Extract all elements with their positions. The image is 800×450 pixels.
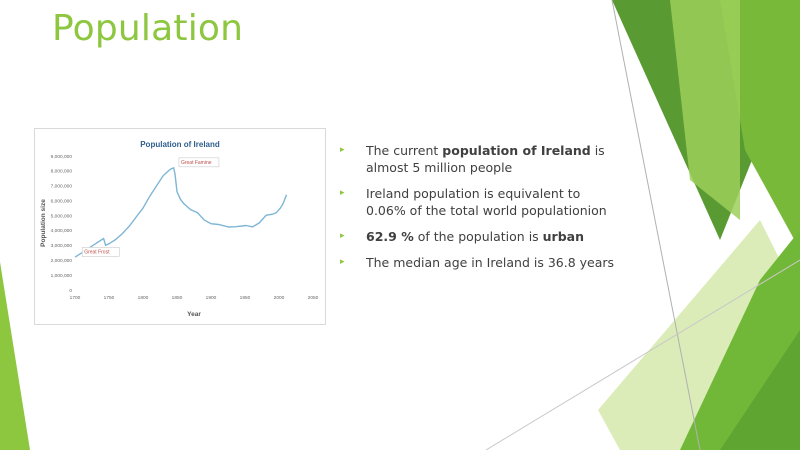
bullet-item: ▸ 62.9 % of the population is urban <box>340 228 620 245</box>
bullet-item: ▸ The median age in Ireland is 36.8 years <box>340 254 620 271</box>
x-tick-label: 2050 <box>308 295 319 301</box>
population-chart: Population of Ireland Population size Ye… <box>34 128 326 325</box>
annotation-label: Great Frost <box>84 250 110 256</box>
x-tick-label: 1800 <box>138 295 149 301</box>
bullet-text: Ireland population is equivalent to 0.06… <box>366 186 607 218</box>
chart-title: Population of Ireland <box>140 140 220 149</box>
bullet-text: is almost 5 million people <box>366 143 605 175</box>
bullet-text-bold: population of Ireland <box>442 143 591 158</box>
x-tick-label: 1750 <box>104 295 115 301</box>
y-axis-ticks: 0 1,000,000 2,000,000 3,000,000 4,000,000 5,0… <box>51 154 73 294</box>
y-tick-label: 2,000,000 <box>51 258 73 264</box>
bullet-item: ▸ Ireland population is equivalent to 0.0… <box>340 185 620 219</box>
x-tick-label: 2000 <box>274 295 285 301</box>
annotation-box <box>178 157 220 168</box>
bullet-text: The median age in Ireland is 36.8 years <box>366 255 615 270</box>
right-mid-green-panel <box>720 330 800 450</box>
bullet-text-bold: 62.9 % <box>366 229 414 244</box>
bullet-text: of the population is <box>413 229 543 244</box>
annotation-label: Great Famine <box>181 160 212 166</box>
y-tick-label: 6,000,000 <box>51 198 73 204</box>
annotation-callout: Great Famine <box>178 157 220 168</box>
x-tick-label: 1850 <box>172 295 183 301</box>
chart-svg: Population of Ireland Population size Ye… <box>40 140 319 318</box>
y-tick-label: 5,000,000 <box>51 213 73 219</box>
x-tick-label: 1950 <box>240 295 251 301</box>
x-tick-label: 1700 <box>70 295 81 301</box>
chart-y-axis-label: Population size <box>40 199 47 247</box>
annotation-callout: Great Frost <box>81 247 120 257</box>
chart-x-axis-label: Year <box>187 311 201 318</box>
y-tick-label: 4,000,000 <box>51 228 73 234</box>
bullet-arrow-icon: ▸ <box>340 145 345 155</box>
y-tick-label: 1,000,000 <box>51 273 73 279</box>
bullet-arrow-icon: ▸ <box>340 231 345 241</box>
bullet-text: The current <box>366 143 443 158</box>
population-series-line <box>74 166 288 258</box>
left-green-sliver <box>0 262 30 450</box>
annotation-box <box>81 247 120 257</box>
y-tick-label: 3,000,000 <box>51 243 73 249</box>
y-tick-label: 8,000,000 <box>51 169 73 175</box>
bullet-list: ▸ The current population of Ireland is al… <box>340 142 620 280</box>
bullet-text-bold: urban <box>542 229 585 244</box>
bullet-arrow-icon: ▸ <box>340 188 345 198</box>
x-axis-ticks: 1700 1750 1800 1850 1900 1950 2000 2050 <box>70 295 319 301</box>
y-tick-label: 7,000,000 <box>51 184 73 190</box>
deco-line-1 <box>611 0 701 450</box>
slide-title: Population <box>52 8 244 49</box>
x-tick-label: 1900 <box>206 295 217 301</box>
right-light-green-panel <box>670 0 740 220</box>
y-tick-label: 9,000,000 <box>51 154 73 160</box>
bullet-item: ▸ The current population of Ireland is al… <box>340 142 620 176</box>
chart-annotations: Great Frost Great Famine <box>81 157 220 257</box>
y-tick-label: 0 <box>69 288 72 294</box>
bullet-arrow-icon: ▸ <box>340 257 345 267</box>
deco-line-2 <box>485 259 800 450</box>
